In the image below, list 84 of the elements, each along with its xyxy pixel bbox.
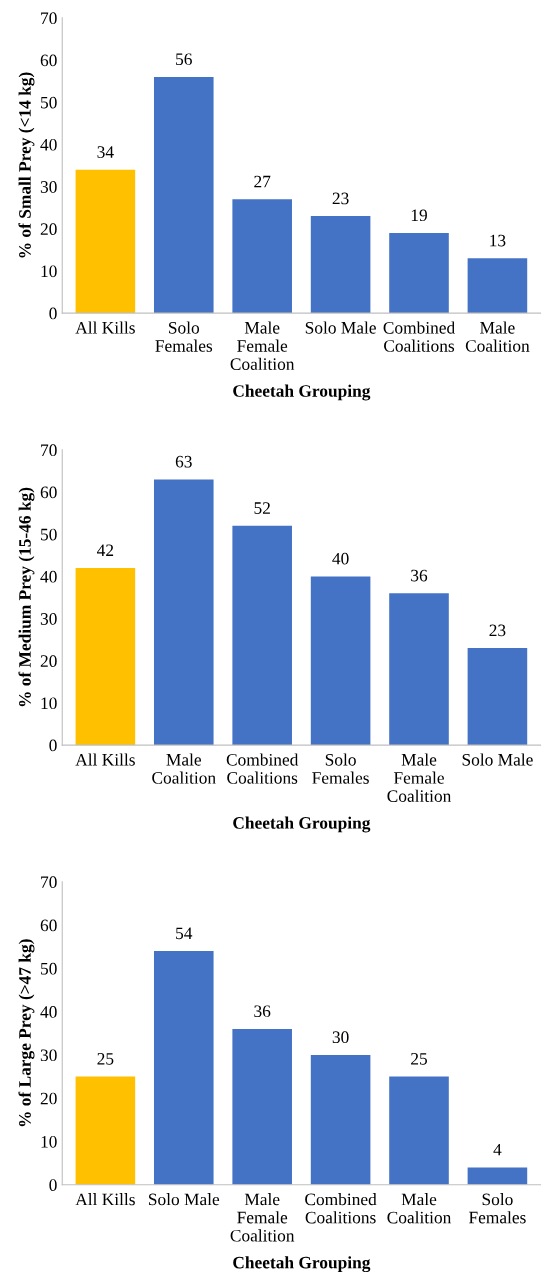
x-tick-label: Male Female Coalition	[230, 321, 295, 370]
data-label: 30	[332, 1031, 349, 1044]
x-tick-label: Combined Coalitions	[383, 321, 455, 352]
x-tick-label: Solo Male	[462, 753, 533, 766]
y-tick-label: 70	[41, 12, 57, 25]
x-tick-label: Combined Coalitions	[226, 753, 299, 784]
y-tick-label: 60	[40, 486, 57, 499]
y-tick-label: 70	[41, 876, 57, 889]
bar	[310, 1054, 371, 1185]
x-tick-label: Solo Females	[468, 1193, 526, 1224]
data-label: 36	[254, 1005, 271, 1018]
y-axis-title: % of Small Prey (<14 kg)	[18, 72, 35, 258]
x-tick-label: Male Coalition	[152, 753, 216, 784]
data-label: 23	[332, 192, 349, 205]
data-label: 40	[332, 552, 349, 565]
y-tick-label: 30	[40, 613, 57, 625]
data-label: 13	[490, 234, 506, 247]
bar	[153, 76, 214, 314]
x-tick-label: All Kills	[75, 1193, 135, 1206]
y-tick-label: 30	[40, 181, 57, 193]
y-tick-label: 40	[40, 570, 57, 583]
x-tick-label: Male Coalition	[465, 321, 530, 352]
x-tick-label: Solo Females	[312, 753, 369, 784]
x-axis-title: Cheetah Grouping	[233, 816, 371, 833]
data-label: 25	[97, 1053, 114, 1065]
y-axis-title: % of Medium Prey (15-46 kg)	[18, 487, 35, 707]
bar	[75, 169, 136, 314]
data-label: 25	[411, 1053, 428, 1065]
bar	[75, 1076, 136, 1185]
data-label: 42	[97, 544, 114, 556]
y-tick-label: 70	[41, 444, 57, 457]
x-tick-label: Male Female Coalition	[230, 1193, 295, 1242]
x-axis-title: Cheetah Grouping	[233, 384, 371, 401]
data-label: 4	[493, 1143, 502, 1156]
x-axis-title: Cheetah Grouping	[233, 1256, 371, 1273]
data-label: 23	[489, 624, 506, 637]
x-tick-label: All Kills	[75, 321, 135, 334]
y-tick-label: 10	[41, 697, 57, 710]
bar	[389, 232, 449, 314]
y-tick-label: 10	[41, 1135, 57, 1148]
bar	[310, 576, 371, 746]
bar	[153, 951, 214, 1185]
y-tick-label: 20	[40, 223, 57, 235]
data-label: 56	[176, 53, 192, 66]
y-tick-label: 0	[49, 307, 57, 320]
y-tick-label: 50	[41, 96, 57, 109]
data-label: 54	[176, 927, 193, 940]
bar	[467, 1167, 528, 1185]
bar	[310, 216, 371, 314]
x-tick-label: Combined Coalitions	[305, 1193, 377, 1224]
x-tick-label: All Kills	[75, 753, 135, 766]
x-tick-label: Solo Male	[305, 321, 376, 334]
x-tick-label: Male Female Coalition	[387, 753, 452, 802]
y-tick-label: 0	[49, 739, 57, 752]
y-tick-label: 50	[41, 528, 57, 541]
y-tick-label: 10	[41, 265, 57, 278]
y-tick-label: 60	[40, 54, 57, 67]
data-label: 63	[175, 455, 192, 468]
y-tick-label: 0	[49, 1179, 57, 1191]
y-tick-label: 50	[41, 962, 57, 975]
y-tick-label: 40	[40, 1006, 57, 1018]
x-tick-label: Solo Male	[149, 1193, 220, 1206]
bar	[232, 1028, 292, 1185]
data-label: 27	[254, 175, 271, 188]
y-tick-label: 30	[40, 1049, 57, 1062]
bar	[75, 567, 136, 746]
data-label: 19	[411, 209, 427, 222]
data-label: 52	[254, 502, 270, 514]
bar	[389, 1076, 449, 1185]
y-tick-label: 20	[40, 1092, 57, 1105]
bar	[467, 648, 528, 746]
data-label: 36	[411, 569, 428, 582]
y-tick-label: 20	[40, 655, 57, 667]
bar	[153, 479, 214, 746]
y-tick-label: 60	[40, 919, 57, 932]
y-axis-title: % of Large Prey (>47 kg)	[18, 939, 35, 1127]
bar	[467, 258, 528, 314]
bar	[232, 525, 292, 746]
data-label: 34	[97, 146, 114, 158]
y-tick-label: 40	[40, 138, 57, 151]
bar	[232, 199, 292, 314]
bar	[389, 593, 449, 746]
x-tick-label: Solo Females	[155, 321, 213, 352]
x-tick-label: Male Coalition	[387, 1193, 452, 1224]
